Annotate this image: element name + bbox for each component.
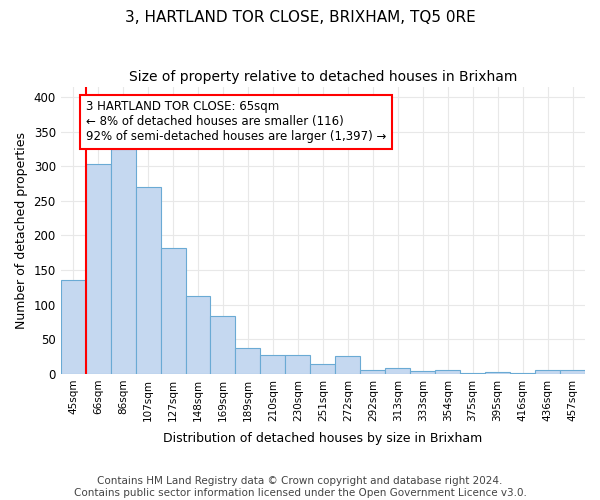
Text: 3 HARTLAND TOR CLOSE: 65sqm
← 8% of detached houses are smaller (116)
92% of sem: 3 HARTLAND TOR CLOSE: 65sqm ← 8% of deta…: [86, 100, 386, 144]
Title: Size of property relative to detached houses in Brixham: Size of property relative to detached ho…: [128, 70, 517, 84]
Bar: [211, 316, 235, 374]
Bar: [435, 370, 460, 374]
Text: Contains HM Land Registry data © Crown copyright and database right 2024.
Contai: Contains HM Land Registry data © Crown c…: [74, 476, 526, 498]
Bar: [510, 373, 535, 374]
Bar: [360, 370, 385, 374]
Bar: [260, 354, 286, 374]
Bar: [86, 164, 110, 374]
Bar: [460, 373, 485, 374]
Bar: [310, 364, 335, 374]
Bar: [185, 296, 211, 374]
Bar: [286, 355, 310, 374]
Bar: [385, 368, 410, 374]
Bar: [335, 356, 360, 374]
Bar: [235, 348, 260, 374]
Bar: [485, 372, 510, 374]
Bar: [161, 248, 185, 374]
Text: 3, HARTLAND TOR CLOSE, BRIXHAM, TQ5 0RE: 3, HARTLAND TOR CLOSE, BRIXHAM, TQ5 0RE: [125, 10, 475, 25]
Bar: [136, 187, 161, 374]
X-axis label: Distribution of detached houses by size in Brixham: Distribution of detached houses by size …: [163, 432, 482, 445]
Bar: [61, 280, 86, 374]
Bar: [535, 370, 560, 374]
Bar: [410, 371, 435, 374]
Y-axis label: Number of detached properties: Number of detached properties: [15, 132, 28, 328]
Bar: [560, 370, 585, 374]
Bar: [110, 149, 136, 374]
